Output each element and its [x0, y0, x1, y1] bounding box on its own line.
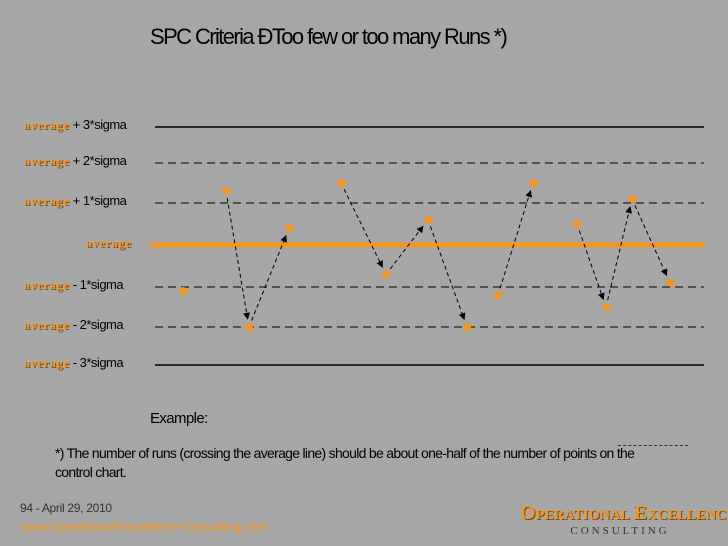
run-arrow — [429, 226, 466, 321]
data-point — [573, 220, 581, 228]
run-arrow — [607, 206, 633, 301]
run-arrow — [499, 189, 533, 289]
data-point — [424, 215, 432, 224]
level-label-suffix: + 1*sigma — [69, 193, 127, 208]
level-label: average - 3*sigma — [24, 355, 124, 371]
data-point — [179, 287, 187, 295]
data-point — [529, 179, 537, 187]
company-logo: OPERATIONAL EXCELLENCE CONSULTING — [520, 502, 728, 537]
footnote-dash — [618, 445, 688, 446]
level-label-average-word: average — [24, 356, 70, 370]
data-point — [382, 270, 390, 279]
level-label-average-word: average — [24, 154, 70, 168]
level-label-average-word: average — [24, 194, 70, 208]
logo-cap-1: O — [520, 502, 536, 524]
footer-date: 94 - April 29, 2010 — [20, 501, 112, 515]
level-label-suffix: - 2*sigma — [69, 317, 124, 332]
data-point — [245, 323, 253, 331]
level-label: average + 3*sigma — [24, 117, 127, 133]
footnote: *) The number of runs (crossing the aver… — [55, 445, 635, 480]
data-point — [666, 278, 674, 287]
level-label-suffix: - 3*sigma — [69, 355, 124, 370]
run-arrow — [343, 189, 383, 268]
logo-subtitle: CONSULTING — [570, 525, 670, 537]
data-point — [337, 179, 345, 187]
data-point — [222, 187, 230, 195]
data-point — [494, 291, 502, 299]
data-point — [628, 195, 636, 203]
run-arrow — [389, 225, 424, 270]
level-label: average - 1*sigma — [24, 277, 124, 293]
logo-cap-2: E — [633, 502, 648, 524]
level-label-average-word: average — [24, 318, 70, 332]
level-label-average-word: average — [86, 236, 132, 250]
run-arrow — [251, 234, 287, 321]
example-label: Example: — [150, 410, 208, 427]
level-label-suffix: + 2*sigma — [69, 153, 127, 168]
level-label-suffix: - 1*sigma — [69, 277, 124, 292]
level-label-average-word: average — [24, 118, 70, 132]
footer-url-link[interactable]: www.Operational-Excellence-Consulting.co… — [20, 519, 268, 534]
data-point — [285, 224, 293, 233]
data-point — [463, 323, 471, 331]
run-arrow — [634, 205, 668, 277]
run-arrow — [578, 230, 605, 301]
logo-wordmark: OPERATIONAL EXCELLENCE — [520, 502, 728, 525]
level-label: average + 1*sigma — [24, 193, 127, 209]
level-label-suffix: + 3*sigma — [69, 117, 127, 132]
run-arrow — [226, 197, 251, 320]
level-label: average — [86, 235, 132, 251]
page-title: SPC Criteria ÐToo few or too many Runs *… — [150, 24, 508, 49]
logo-rest-2: XCELLENCE — [647, 508, 728, 523]
logo-rest-1: PERATIONAL — [535, 508, 631, 523]
level-label: average - 2*sigma — [24, 317, 124, 333]
level-label-average-word: average — [24, 278, 70, 292]
level-label: average + 2*sigma — [24, 153, 127, 169]
data-point — [602, 303, 610, 311]
